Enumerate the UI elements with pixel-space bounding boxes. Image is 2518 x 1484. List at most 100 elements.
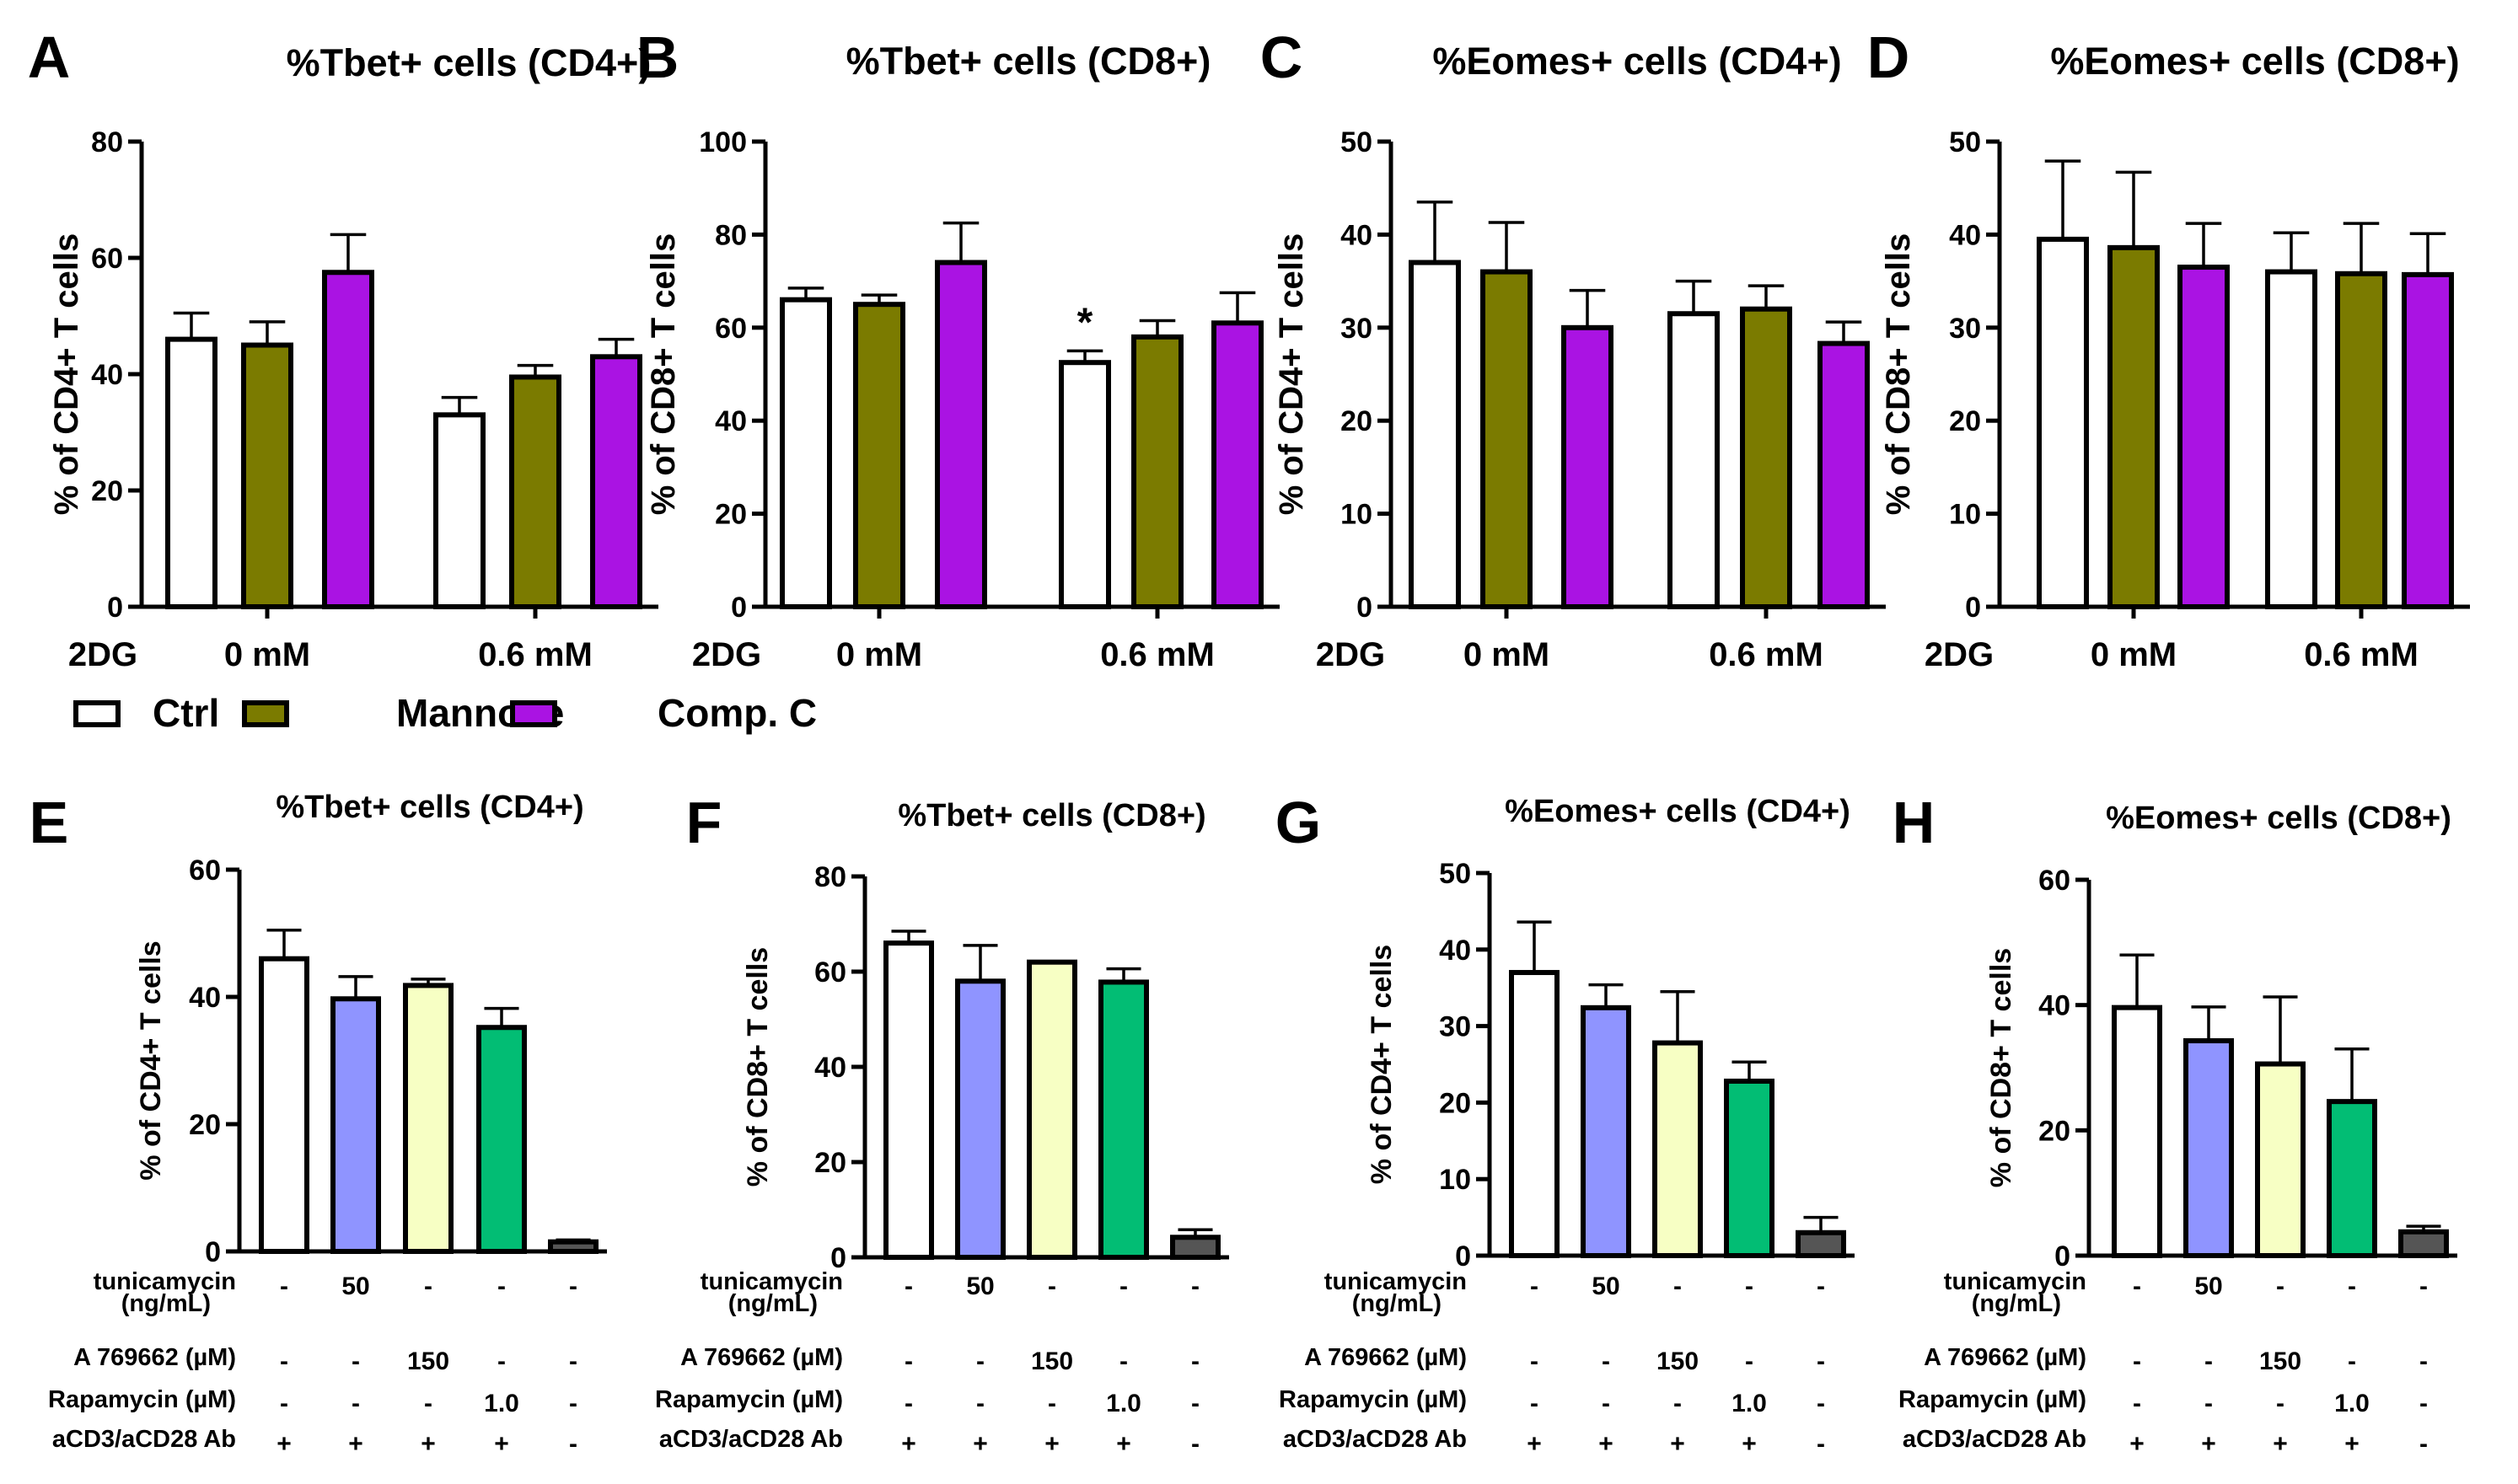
treatment-value: - [1745, 1347, 1753, 1375]
bar [1796, 1230, 1846, 1259]
treatment-value: + [1598, 1430, 1613, 1458]
treatment-value: - [1745, 1272, 1753, 1300]
x-category-label: 0 mM [1463, 636, 1549, 673]
y-axis-label: % of CD8+ T cells [742, 947, 774, 1187]
treatment-value: - [905, 1390, 913, 1417]
treatment-value: - [1817, 1390, 1825, 1417]
treatment-value: - [2276, 1390, 2284, 1417]
row-label-acd3-acd28: aCD3/aCD28 Ab [659, 1426, 843, 1453]
treatment-value: + [1670, 1430, 1685, 1458]
bar [1098, 979, 1149, 1261]
panel-title: %Eomes+ cells (CD4+) [1505, 794, 1850, 829]
treatment-value: 50 [2194, 1272, 2222, 1300]
y-tick-label: 60 [814, 956, 846, 988]
bar [1480, 269, 1533, 609]
row-label-tunicamycin: tunicamycin [94, 1268, 236, 1295]
bar [883, 940, 934, 1260]
treatment-value: - [569, 1430, 577, 1458]
bar [322, 270, 374, 609]
bar [330, 996, 381, 1254]
y-tick-label: 40 [814, 1052, 846, 1084]
row-label-tunicamycin: tunicamycin [1324, 1268, 1467, 1295]
legend-swatch [73, 700, 121, 727]
treatment-value: - [424, 1390, 432, 1417]
y-tick-label: 0 [1965, 592, 1981, 624]
treatment-value: - [2133, 1347, 2141, 1375]
y-tick-label: 40 [91, 359, 123, 391]
treatment-value: - [2204, 1347, 2213, 1375]
bar [241, 342, 293, 609]
treatment-value: - [352, 1347, 360, 1375]
panel-title: %Eomes+ cells (CD8+) [2050, 40, 2459, 83]
treatment-value: - [2419, 1430, 2428, 1458]
y-tick-label: 50 [1439, 858, 1471, 890]
treatment-value: 1.0 [2334, 1390, 2370, 1417]
bar [165, 336, 217, 609]
x-prefix-label: 2DG [68, 636, 137, 673]
y-tick-label: 80 [91, 126, 123, 158]
panel-letter: G [1275, 790, 1321, 855]
bar [509, 374, 561, 609]
row-label-a769662: A 769662 (µM) [1304, 1344, 1467, 1371]
y-tick-label: 80 [715, 219, 747, 251]
y-tick-label: 0 [1356, 592, 1372, 624]
treatment-value: 50 [1592, 1272, 1619, 1300]
treatment-value: - [2133, 1390, 2141, 1417]
treatment-value: + [973, 1430, 988, 1458]
y-tick-label: 0 [205, 1236, 221, 1268]
y-tick-label: 80 [814, 861, 846, 893]
row-label-rapamycin: Rapamycin (µM) [1898, 1386, 2086, 1413]
row-label-acd3-acd28: aCD3/aCD28 Ab [52, 1426, 236, 1453]
treatment-value: + [1116, 1430, 1131, 1458]
row-label-acd3-acd28: aCD3/aCD28 Ab [1903, 1426, 2086, 1453]
treatment-value: - [2348, 1347, 2356, 1375]
y-tick-label: 40 [2038, 990, 2070, 1022]
y-tick-label: 60 [715, 313, 747, 345]
y-tick-label: 0 [830, 1242, 846, 1274]
treatment-value: + [901, 1430, 916, 1458]
treatment-value: - [280, 1390, 288, 1417]
bar [2112, 1005, 2162, 1258]
treatment-value: + [1527, 1430, 1542, 1458]
legend-swatch [510, 700, 557, 727]
y-tick-label: 20 [1949, 405, 1981, 437]
y-axis-label: % of CD4+ T cells [1273, 233, 1310, 516]
bar [853, 302, 905, 609]
bar [2107, 244, 2160, 609]
bar [259, 956, 309, 1254]
y-tick-label: 10 [1949, 499, 1981, 531]
treatment-value: 150 [2259, 1347, 2301, 1375]
y-tick-label: 10 [1439, 1164, 1471, 1196]
treatment-value: + [1742, 1430, 1757, 1458]
panel-letter: A [28, 24, 71, 90]
y-tick-label: 20 [91, 475, 123, 507]
row-label-unit: (ng/mL) [728, 1290, 818, 1317]
panel-title: %Tbet+ cells (CD8+) [898, 798, 1205, 833]
treatment-value: - [2419, 1272, 2428, 1300]
bar [2398, 1229, 2449, 1258]
bar [1581, 1005, 1631, 1258]
treatment-value: - [905, 1347, 913, 1375]
bar [1027, 959, 1077, 1260]
row-label-unit: (ng/mL) [121, 1290, 211, 1317]
bar [433, 412, 486, 609]
treatment-value: - [1119, 1272, 1128, 1300]
x-category-label: 0 mM [2091, 636, 2177, 673]
panel-letter: F [686, 790, 722, 855]
treatment-value: 50 [341, 1272, 369, 1300]
treatment-value: + [1044, 1430, 1060, 1458]
treatment-value: + [348, 1430, 363, 1458]
treatment-value: - [1530, 1347, 1538, 1375]
treatment-value: - [1191, 1430, 1200, 1458]
bar [780, 297, 832, 609]
treatment-value: - [497, 1272, 506, 1300]
bar [2255, 1061, 2306, 1259]
bar [1724, 1078, 1774, 1258]
bar [1131, 334, 1184, 609]
panel-letter: H [1893, 790, 1935, 855]
y-tick-label: 20 [715, 499, 747, 531]
x-category-label: 0 mM [836, 636, 922, 673]
y-tick-label: 50 [1949, 126, 1981, 158]
panel-letter: E [30, 790, 69, 855]
